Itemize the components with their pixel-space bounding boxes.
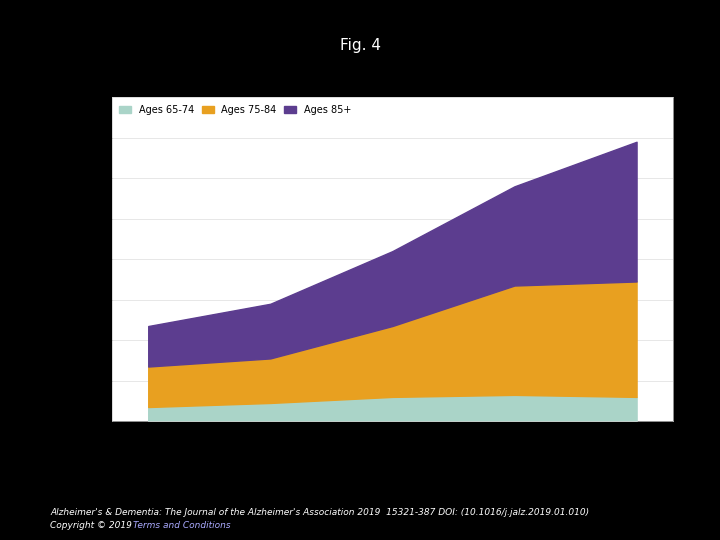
Text: Fig. 4: Fig. 4 — [340, 38, 380, 53]
Legend: Ages 65-74, Ages 75-84, Ages 85+: Ages 65-74, Ages 75-84, Ages 85+ — [117, 102, 354, 118]
Text: Year: Year — [124, 458, 145, 468]
Y-axis label: Millions of people
with Alzheimer's: Millions of people with Alzheimer's — [61, 217, 83, 302]
Text: Copyright © 2019: Copyright © 2019 — [50, 521, 138, 530]
Text: Alzheimer's & Dementia: The Journal of the Alzheimer's Association 2019  15321-3: Alzheimer's & Dementia: The Journal of t… — [50, 508, 590, 517]
Text: Terms and Conditions: Terms and Conditions — [133, 521, 231, 530]
